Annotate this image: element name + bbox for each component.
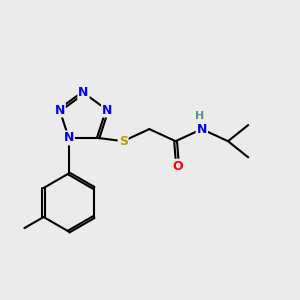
Text: N: N [64,131,74,145]
Text: S: S [119,135,128,148]
Text: O: O [172,160,183,173]
Text: N: N [55,103,65,116]
Text: H: H [195,111,204,121]
Text: N: N [196,123,207,136]
Text: N: N [102,103,112,116]
Text: N: N [78,86,88,99]
